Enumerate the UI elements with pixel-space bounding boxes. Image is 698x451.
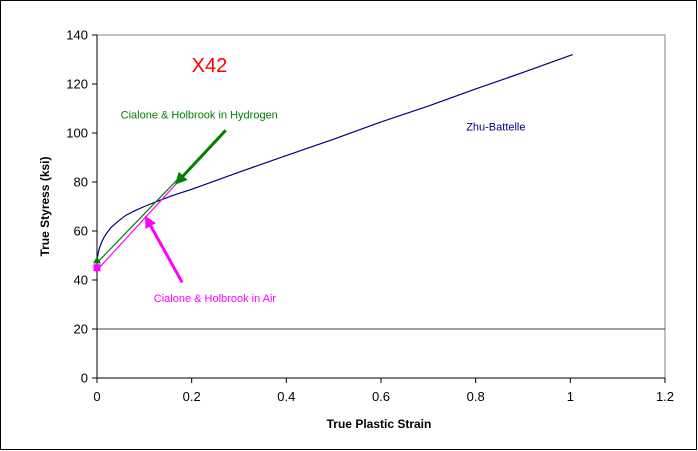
- x-tick-label: 0: [93, 389, 100, 404]
- y-tick-label: 60: [74, 224, 88, 239]
- y-tick-label: 120: [66, 77, 88, 92]
- annotation-arrow: [175, 129, 227, 185]
- series-line-1: [96, 176, 181, 264]
- x-tick-label: 0.6: [372, 389, 390, 404]
- x-tick-label: 1.2: [656, 389, 674, 404]
- series-line-2: [96, 171, 188, 271]
- y-tick-label: 20: [74, 322, 88, 337]
- y-tick-label: 140: [66, 28, 88, 43]
- x-tick-label: 0.2: [183, 389, 201, 404]
- y-tick-label: 80: [74, 175, 88, 190]
- x-tick-label: 0.8: [467, 389, 485, 404]
- series-line-0: [96, 54, 573, 261]
- y-tick-label: 100: [66, 126, 88, 141]
- x-axis-title: True Plastic Strain: [327, 417, 432, 431]
- data-point-marker: [93, 256, 101, 264]
- plot-area: [96, 34, 666, 379]
- annotation-label: Cialone & Holbrook in Air: [154, 293, 277, 305]
- chart-title: X42: [192, 55, 228, 77]
- annotation-label: Cialone & Holbrook in Hydrogen: [121, 109, 278, 121]
- x-tick-label: 0.4: [277, 389, 295, 404]
- y-tick-label: 0: [81, 371, 88, 386]
- x-tick-label: 1: [567, 389, 574, 404]
- data-point-marker: [93, 264, 101, 272]
- y-tick-label: 40: [74, 273, 88, 288]
- annotation-arrow: [144, 215, 184, 284]
- annotation-label: Zhu-Battelle: [466, 122, 525, 134]
- y-axis-title: True Styress (ksi): [38, 156, 52, 256]
